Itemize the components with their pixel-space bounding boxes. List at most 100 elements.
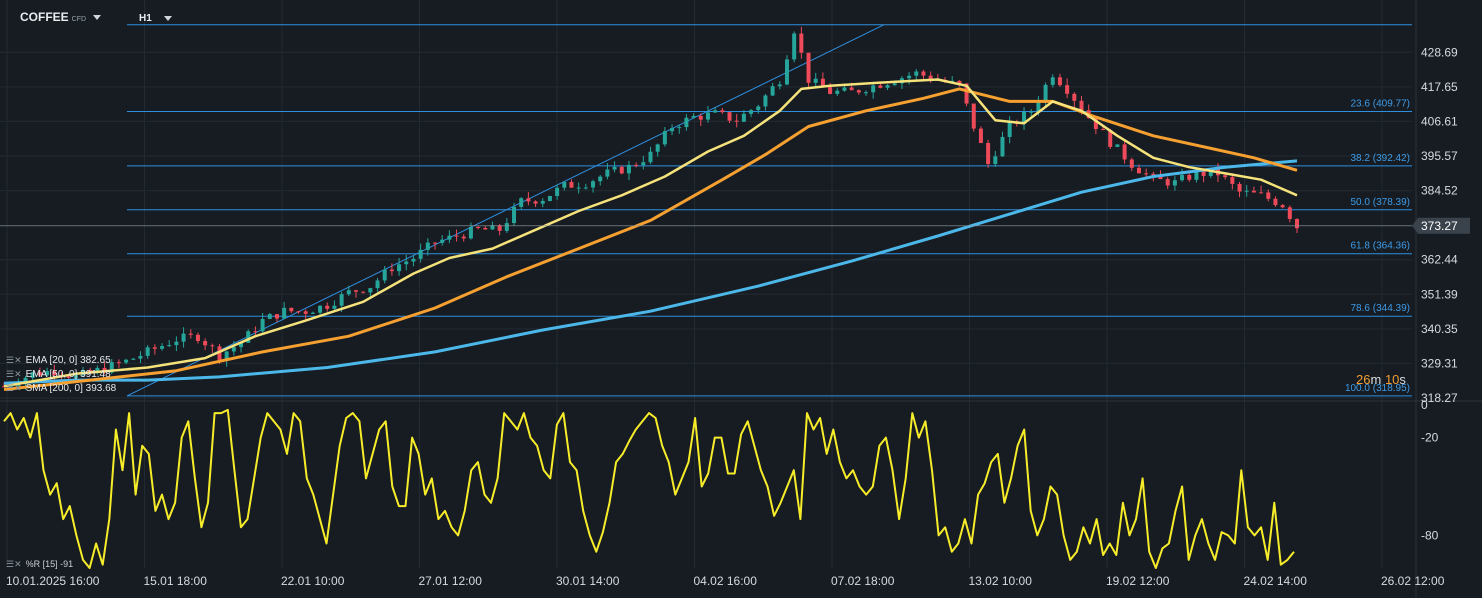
time-tick-label: 24.02 14:00 [1244, 574, 1308, 588]
candle-body [483, 228, 488, 230]
candle-body [591, 181, 596, 188]
candle-body [986, 142, 991, 165]
candle-body [490, 225, 495, 230]
candle-body [411, 258, 416, 262]
price-tick-label: 340.35 [1421, 322, 1458, 336]
time-tick-label: 10.01.2025 16:00 [6, 574, 100, 588]
candle-body [1122, 144, 1127, 160]
candle-body [914, 71, 919, 76]
candle-body [152, 347, 157, 349]
candle-body [670, 128, 675, 132]
candle-body [1050, 77, 1055, 85]
indicator-tick-label: -20 [1421, 431, 1439, 445]
legend-ema20[interactable]: ☰✕ EMA [20, 0] 382.65 [6, 355, 111, 366]
candle-body [677, 127, 682, 129]
candle-body [447, 235, 452, 240]
candle-body [950, 80, 955, 82]
candle-body [30, 372, 35, 378]
candle-body [835, 90, 840, 94]
fibonacci-retracement[interactable]: 23.6 (409.77) 38.2 (392.42) 50.0 (378.39) 6… [126, 24, 1412, 397]
candle-body [540, 200, 545, 204]
candle-body [260, 318, 265, 332]
candle-body [181, 333, 186, 342]
indicator-tick-label: 0 [1421, 398, 1428, 412]
time-tick-label: 07.02 18:00 [831, 574, 895, 588]
candle-body [555, 187, 560, 196]
williams-r-line [3, 408, 1295, 569]
candle-body [626, 164, 631, 174]
candle-body [145, 347, 150, 356]
price-tick-label: 417.65 [1421, 80, 1458, 94]
candle-body [1266, 192, 1271, 199]
current-price-badge[interactable] [1412, 217, 1470, 234]
settings-icon[interactable]: ☰✕ [6, 559, 22, 569]
price-tick-label: 428.69 [1421, 45, 1458, 59]
candle-body [1007, 121, 1012, 137]
settings-icon[interactable]: ☰✕ [6, 355, 22, 365]
fib-label: 50.0 (378.39) [1351, 197, 1411, 208]
candle-body [691, 115, 696, 118]
timeframe-selector[interactable]: H1 [139, 13, 172, 24]
candle-body [296, 311, 301, 313]
candle-body [741, 113, 746, 122]
candle-body [1180, 174, 1185, 181]
current-price-label[interactable]: 373.27 [1421, 219, 1458, 233]
candle-body [1065, 85, 1070, 94]
candle-body [1057, 77, 1062, 86]
price-tick-label: 384.52 [1421, 184, 1458, 198]
candle-body [1158, 175, 1163, 180]
candle-body [734, 120, 739, 122]
time-tick-label: 13.02 10:00 [969, 574, 1033, 588]
legend-ema50[interactable]: ☰✕ EMA [50, 0] 391.48 [6, 369, 111, 380]
candle-countdown: 26m 10s [1356, 372, 1406, 387]
candle-body [95, 367, 100, 373]
settings-icon[interactable]: ☰✕ [6, 369, 22, 379]
candle-body [1244, 190, 1249, 192]
fib-label: 100.0 (318.95) [1345, 383, 1410, 394]
candle-body [727, 112, 732, 121]
candle-body [519, 198, 524, 207]
fib-label: 23.6 (409.77) [1351, 99, 1411, 110]
candle-body [116, 362, 121, 364]
price-tick-label: 395.57 [1421, 149, 1458, 163]
candle-body [138, 355, 143, 359]
time-tick-label: 19.02 12:00 [1106, 574, 1170, 588]
time-axis[interactable]: 10.01.2025 16:00 15.01 18:00 22.01 10:00 27… [6, 574, 1445, 588]
chevron-down-icon [163, 15, 172, 21]
candle-body [203, 340, 208, 346]
candle-body [1280, 205, 1285, 208]
candle-body [231, 347, 236, 352]
settings-icon[interactable]: ☰✕ [6, 383, 22, 393]
price-axis[interactable]: 428.69 417.65 406.61 395.57 384.52 362.44 351.… [1412, 45, 1470, 405]
candle-body [2, 386, 6, 388]
candle-body [1295, 219, 1299, 229]
indicator-label[interactable]: ☰✕ %R [15] -91 [6, 559, 74, 569]
candle-body [124, 359, 129, 363]
candle-body [361, 291, 366, 293]
candle-body [404, 261, 409, 265]
candle-body [339, 294, 344, 306]
candle-body [461, 236, 466, 239]
symbol-selector[interactable]: COFFEE CFD [20, 10, 102, 24]
candle-body [109, 362, 114, 373]
candle-body [88, 369, 93, 373]
candle-body [167, 345, 172, 347]
candle-body [1273, 198, 1278, 206]
candle-body [239, 342, 244, 348]
candle-body [813, 78, 818, 83]
candle-body [777, 84, 782, 87]
candle-body [978, 128, 983, 143]
legend-sma200[interactable]: ☰✕ SMA [200, 0] 393.68 [6, 383, 117, 394]
candle-body [512, 206, 517, 224]
candle-body [993, 156, 998, 165]
candle-body [382, 269, 387, 281]
candle-body [195, 334, 200, 341]
candle-body [928, 75, 933, 80]
price-candles [2, 26, 1299, 390]
fib-label: 61.8 (364.36) [1351, 241, 1411, 252]
candle-body [1022, 111, 1027, 124]
candle-body [1000, 136, 1005, 157]
candle-body [210, 345, 215, 347]
time-tick-label: 26.02 12:00 [1381, 574, 1445, 588]
